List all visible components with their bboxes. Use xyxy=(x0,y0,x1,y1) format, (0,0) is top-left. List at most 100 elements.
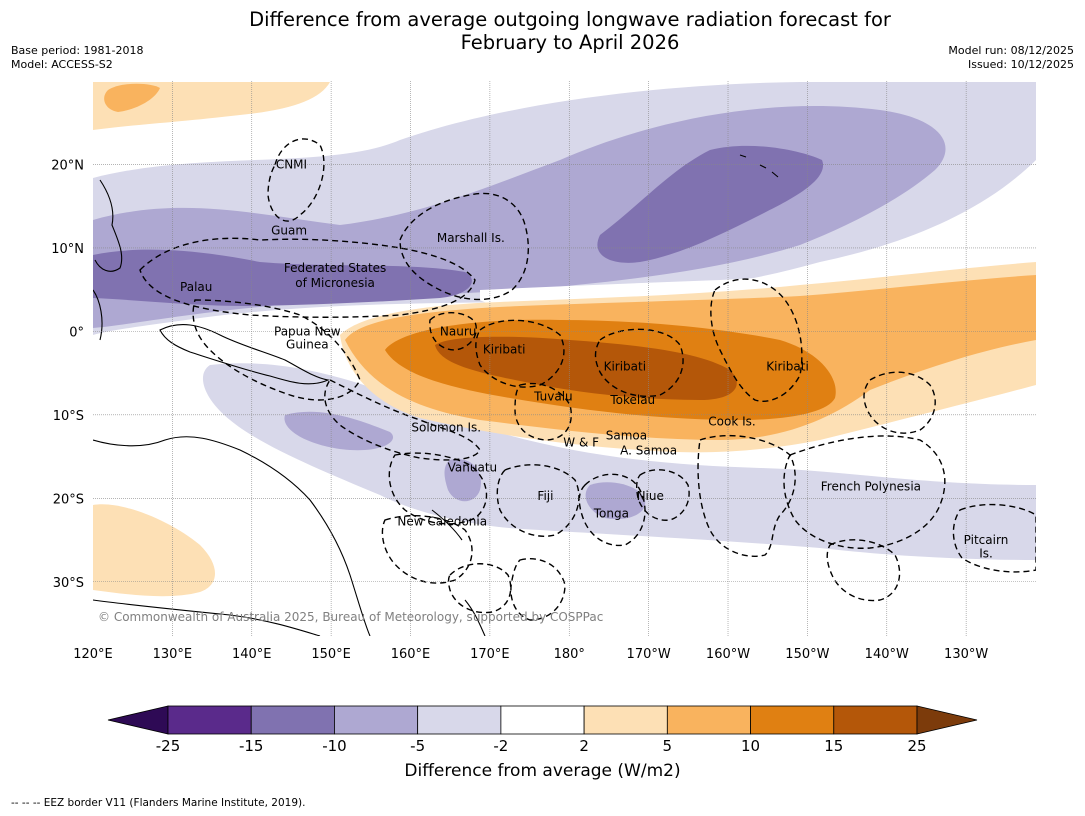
colorbar-swatch xyxy=(500,705,585,735)
eez-borders xyxy=(139,138,1036,621)
colorbar-tick-label: 2 xyxy=(579,737,589,755)
colorbar-swatch xyxy=(334,705,419,735)
colorbar-swatch xyxy=(583,705,668,735)
eez-kiribati-phoenix xyxy=(594,328,684,397)
new-caledonia-coast xyxy=(431,509,463,541)
anomaly-region-mid-purple-tonga xyxy=(585,482,646,520)
graticule xyxy=(93,81,1036,636)
colorbar-swatches xyxy=(107,705,978,735)
lon-tick-label: 170°W xyxy=(627,647,671,662)
anomaly-region-dark-purple-west xyxy=(93,249,472,306)
colorbar-tick-label: 10 xyxy=(741,737,760,755)
title-line-2: February to April 2026 xyxy=(460,31,680,54)
lon-tick-label: 140°W xyxy=(865,647,909,662)
colorbar-swatch xyxy=(750,705,835,735)
base-period: Base period: 1981-2018 xyxy=(11,44,144,57)
eez-tonga xyxy=(578,473,646,547)
place-label: French Polynesia xyxy=(821,480,921,494)
lat-tick-label: 20°N xyxy=(51,158,84,173)
colorbar-extend-low xyxy=(107,705,169,735)
place-label: A. Samoa xyxy=(620,444,677,458)
lat-tick-label: 10°N xyxy=(51,242,84,257)
place-label: Is. xyxy=(979,546,993,560)
place-label: Cook Is. xyxy=(708,415,755,429)
eez-kiribati-line xyxy=(710,278,803,402)
colorbar-swatch xyxy=(250,705,335,735)
title-line-1: Difference from average outgoing longwav… xyxy=(249,8,891,31)
place-label: Kiribati xyxy=(604,359,646,373)
eez-new-caledonia xyxy=(381,515,473,584)
anomaly-field xyxy=(93,82,1036,597)
place-label: W & F xyxy=(563,435,599,449)
anomaly-region-dark-purple-east xyxy=(597,145,824,263)
eez-micronesia xyxy=(139,237,476,318)
place-label: Kiribati xyxy=(483,343,525,357)
place-label: Fiji xyxy=(537,489,553,503)
anomaly-region-brown xyxy=(435,336,737,400)
anomaly-region-light-orange-sw xyxy=(93,504,215,597)
anomaly-region-mid-purple-south xyxy=(284,411,394,451)
place-label: New Caledonia xyxy=(397,515,487,529)
eez-fiji xyxy=(496,464,580,537)
eez-vanuatu xyxy=(388,452,488,525)
lat-tick-label: 10°S xyxy=(53,409,84,424)
eez-cnmi xyxy=(267,138,325,222)
lat-tick-label: 0° xyxy=(69,325,84,340)
place-label: Pitcairn xyxy=(964,533,1009,547)
eez-png xyxy=(192,299,361,401)
eez-austral xyxy=(826,539,901,602)
colorbar-swatch xyxy=(666,705,751,735)
chart-title: Difference from average outgoing longwav… xyxy=(0,8,1085,54)
eez-kermadec xyxy=(510,558,566,621)
colorbar-title: Difference from average (W/m2) xyxy=(404,761,681,781)
lat-tick-label: 30°S xyxy=(53,576,84,591)
anomaly-region-mid-purple-vanuatu xyxy=(444,459,481,502)
meta-left: Base period: 1981-2018 Model: ACCESS-S2 xyxy=(11,44,143,72)
place-label: Tuvalu xyxy=(533,389,573,403)
anomaly-region-orange-nw-spot xyxy=(104,83,160,112)
lon-tick-label: 150°E xyxy=(311,647,351,662)
eez-tuvalu xyxy=(514,382,572,441)
hawaii-coast xyxy=(739,154,779,178)
lon-tick-label: 120°E xyxy=(73,647,113,662)
lon-tick-label: 180° xyxy=(554,647,585,662)
lat-tick-label: 20°S xyxy=(53,492,84,507)
place-label: Guam xyxy=(271,223,307,237)
place-label: Vanuatu xyxy=(448,460,498,474)
lon-tick-label: 130°E xyxy=(153,647,193,662)
place-label: Palau xyxy=(180,280,212,294)
lon-tick-label: 140°E xyxy=(232,647,272,662)
coastlines xyxy=(93,154,779,636)
colorbar-tick-label: -10 xyxy=(322,737,347,755)
lon-tick-label: 160°E xyxy=(391,647,431,662)
model-run: Model run: 08/12/2025 xyxy=(948,44,1074,57)
axis-tick-labels: 120°E 130°E 140°E 150°E 160°E 170°E 180° 170°W 1… xyxy=(51,158,988,662)
lon-tick-label: 170°E xyxy=(470,647,510,662)
lon-tick-label: 130°W xyxy=(944,647,988,662)
colorbar-tick-label: 25 xyxy=(907,737,926,755)
colorbar-tick-label: 15 xyxy=(824,737,843,755)
eez-marshall xyxy=(399,192,529,301)
colorbar-swatch xyxy=(167,705,252,735)
colorbar-extend-high xyxy=(916,705,978,735)
borneo-coast xyxy=(93,289,103,341)
place-label: Papua New xyxy=(274,324,341,338)
place-label: Tonga xyxy=(593,506,629,520)
place-label: Federated States xyxy=(284,261,386,275)
place-label: Solomon Is. xyxy=(411,420,481,434)
issued-date: Issued: 10/12/2025 xyxy=(967,58,1074,71)
eez-cook xyxy=(697,434,796,557)
place-label: Niue xyxy=(637,489,664,503)
place-label: Tokelau xyxy=(609,393,655,407)
model-name: Model: ACCESS-S2 xyxy=(11,58,113,71)
colorbar-ticks: -25 -15 -10 -5 -2 2 5 10 15 25 xyxy=(156,737,927,755)
colorbar-swatch xyxy=(833,705,918,735)
colorbar-tick-label: -25 xyxy=(156,737,181,755)
place-label: Nauru xyxy=(440,324,476,338)
new-guinea-coast xyxy=(159,324,330,385)
australia-coast xyxy=(93,436,371,636)
colorbar-swatch xyxy=(417,705,502,735)
philippines-coast xyxy=(94,179,123,272)
lon-tick-label: 150°W xyxy=(785,647,829,662)
